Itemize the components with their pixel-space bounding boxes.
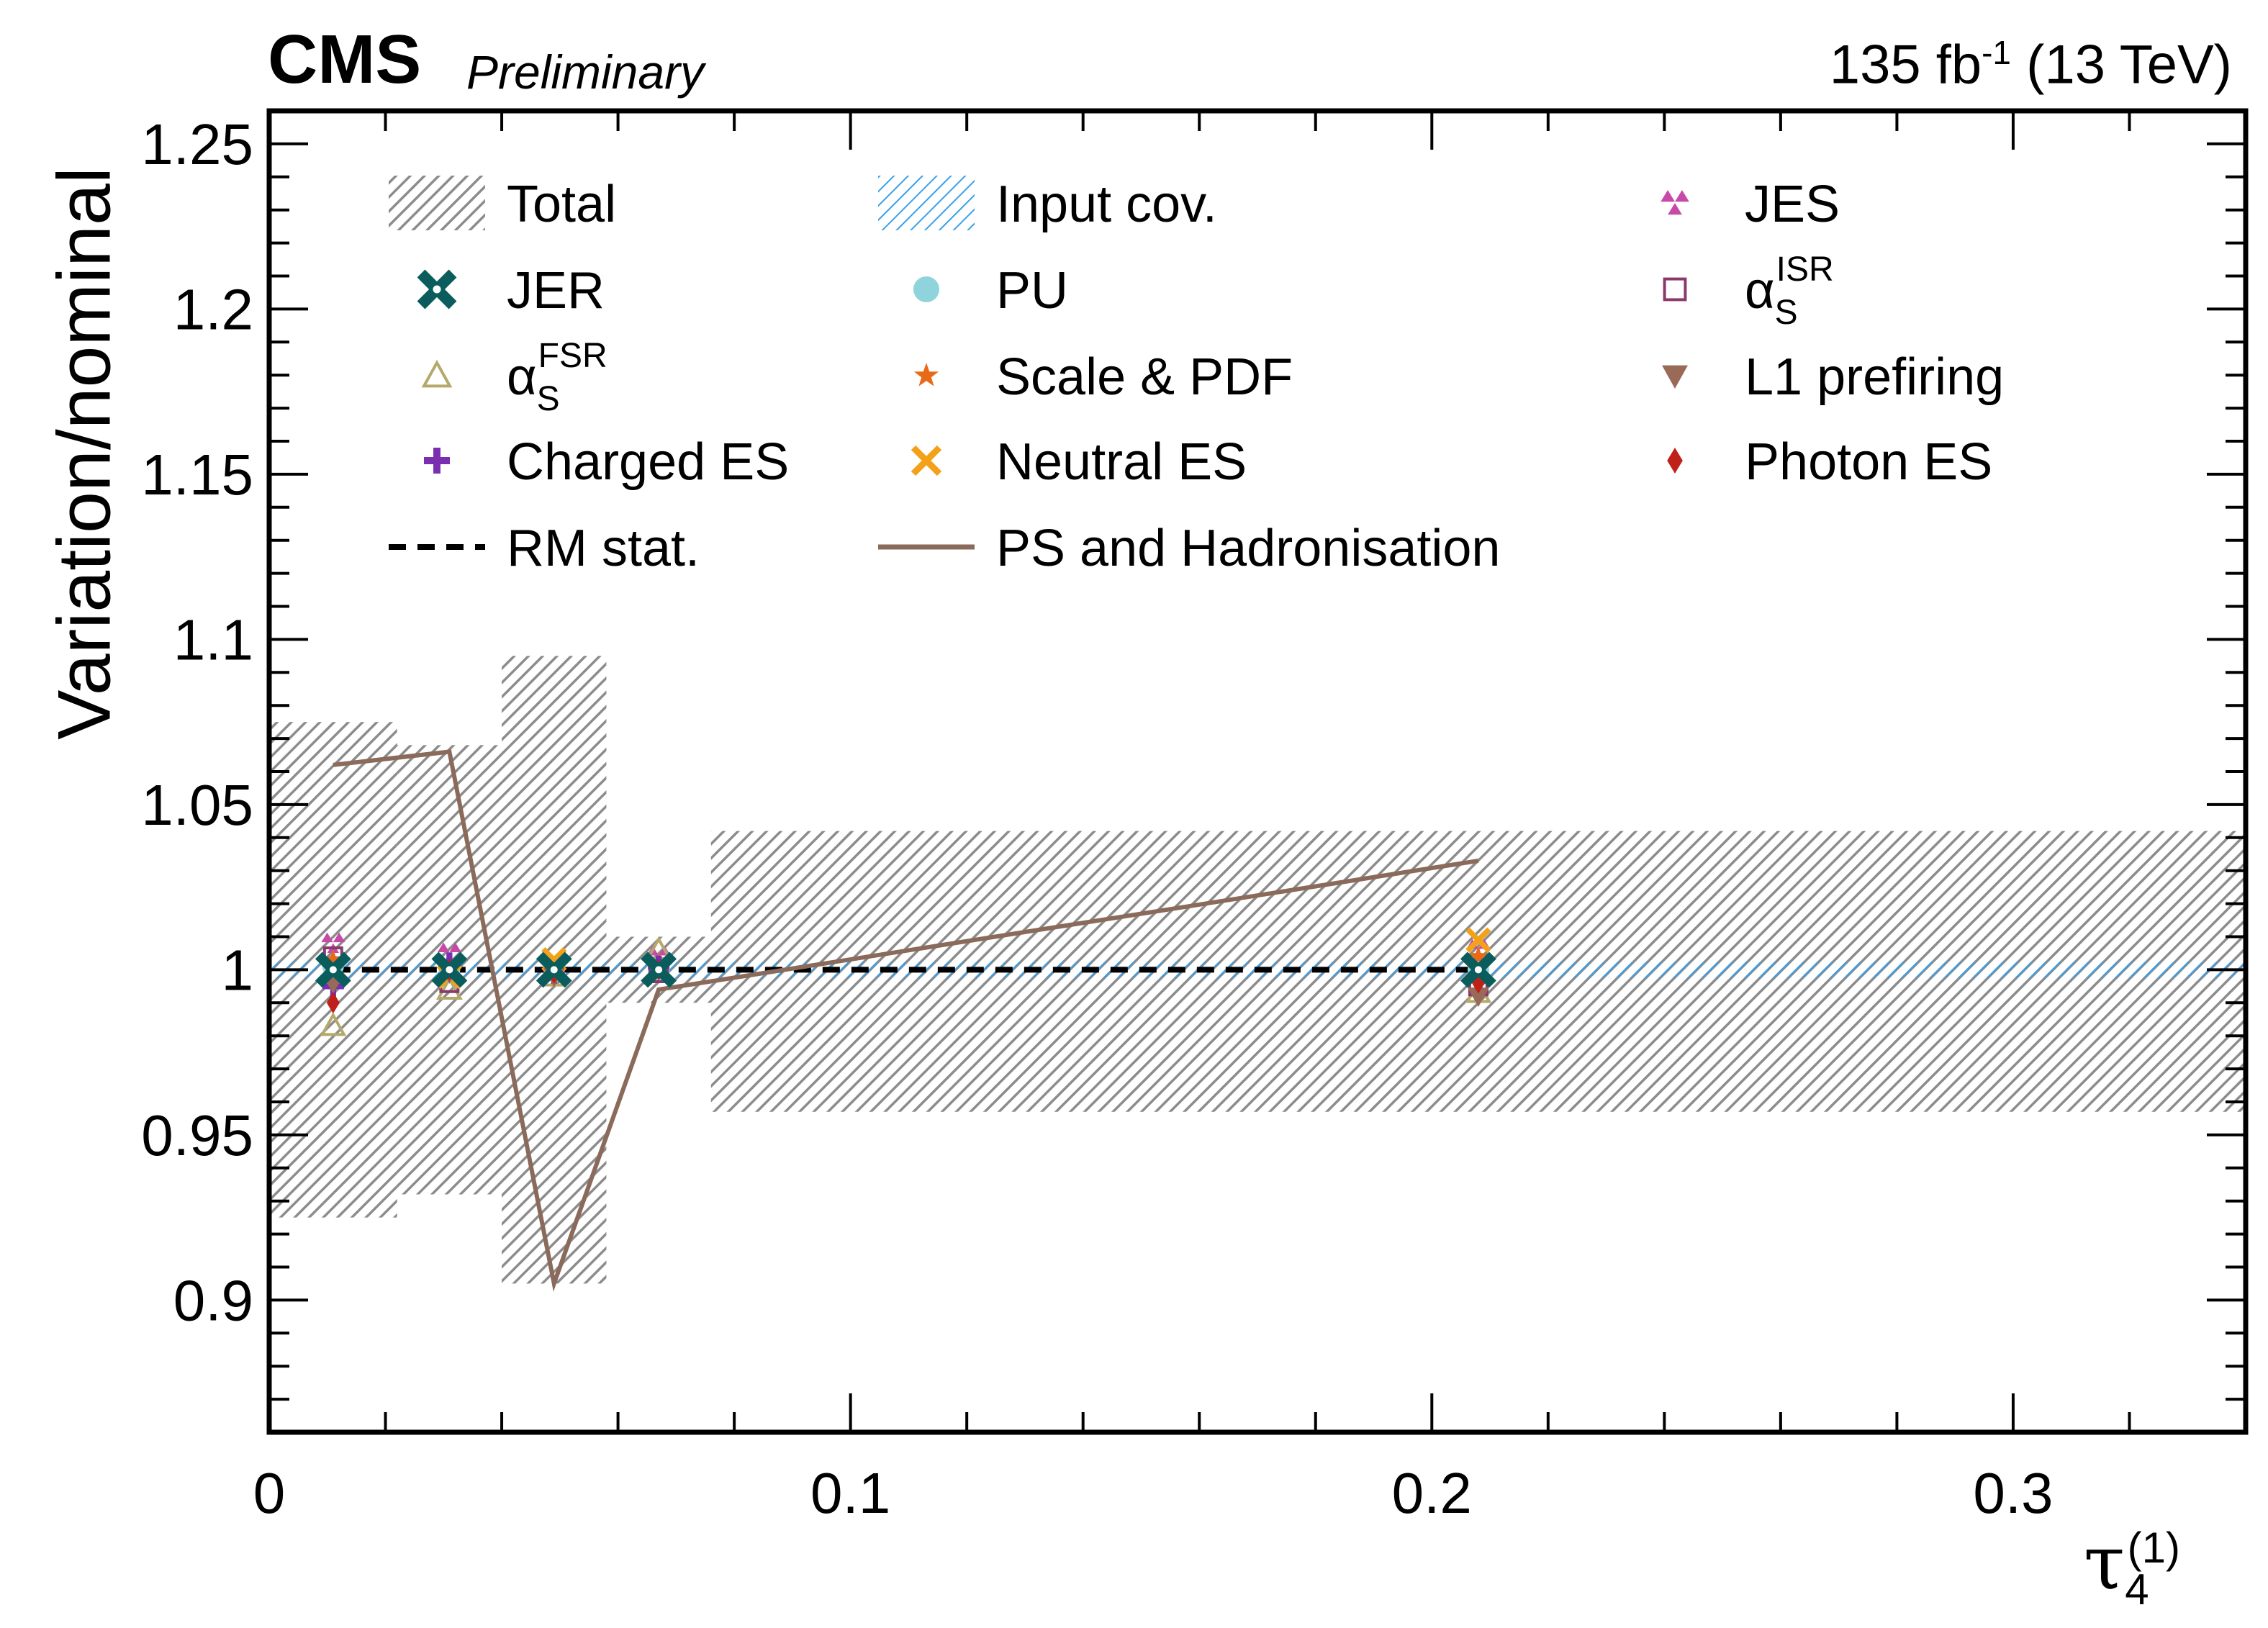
legend-label: L1 prefiring <box>1745 348 2004 406</box>
legend-entry-jer: JER <box>417 262 605 320</box>
photon_es-marker <box>326 992 340 1014</box>
legend-label: Input cov. <box>996 176 1217 233</box>
legend-label: Total <box>507 176 616 233</box>
scale_pdf-marker <box>322 949 344 969</box>
series-layer <box>333 749 1479 1292</box>
x-axis-label: τ4(1) <box>2084 1519 2202 1614</box>
jer-marker <box>1460 951 1496 988</box>
y-tick-label: 1.2 <box>173 277 253 341</box>
legend-entry-input_cov: Input cov. <box>878 176 1217 233</box>
y-tick-label: 1.05 <box>141 773 253 837</box>
status-label: Preliminary <box>466 45 705 99</box>
legend-marker <box>1661 190 1689 215</box>
x-tick-label: 0.3 <box>1973 1461 2053 1525</box>
legend-entry-photon_es: Photon ES <box>1667 433 1992 491</box>
lumi-value: 135 fb <box>1829 34 1982 96</box>
legend-marker <box>1667 448 1683 474</box>
neutral_es-marker <box>1465 927 1491 953</box>
legend-label-sup: ISR <box>1776 250 1834 289</box>
legend-label-sub: S <box>1775 294 1798 332</box>
legend-marker <box>421 359 453 388</box>
x-axis-superscript: (1) <box>2127 1524 2180 1573</box>
legend-entry-charged_es: Charged ES <box>424 433 789 491</box>
legend-label: RM stat. <box>507 520 700 577</box>
legend-entry-scale_pdf: Scale & PDF <box>913 348 1293 406</box>
legend-marker <box>913 276 939 302</box>
legend-label-sup: FSR <box>538 337 607 375</box>
legend-label: Neutral ES <box>996 433 1247 491</box>
x-axis-subscript: 4 <box>2125 1565 2149 1614</box>
legend-entry-total: Total <box>389 176 616 233</box>
lumi-exponent: -1 <box>1982 34 2012 71</box>
legend-entry-pu: PU <box>913 262 1068 320</box>
x-axis-symbol: τ <box>2083 1519 2125 1606</box>
x-tick-label: 0 <box>253 1461 286 1525</box>
legend-label: PU <box>996 262 1068 320</box>
legend-label: Scale & PDF <box>996 348 1293 406</box>
alpha_fsr-marker <box>320 1012 347 1036</box>
legend-entry-neutral_es: Neutral ES <box>911 433 1247 491</box>
jer-marker <box>315 951 351 988</box>
legend-label: αSISR <box>1745 250 1834 332</box>
axes: 0 0.1 0.2 0.3 0.9 0.95 1 1.05 1.1 1.15 1.2 1.25 <box>141 108 2249 1525</box>
legend-marker <box>1663 277 1687 302</box>
ps-hadronisation-line <box>333 749 1479 1292</box>
y-tick-label: 1 <box>222 938 254 1002</box>
legend-entry-rm_stat: RM stat. <box>389 520 700 577</box>
y-tick-label: 1.25 <box>141 112 253 176</box>
alpha_fsr-marker <box>435 975 463 1000</box>
legend-swatch <box>389 176 485 230</box>
legend-entry-l1_prefiring: L1 prefiring <box>1662 348 2004 406</box>
legend-marker <box>913 363 939 386</box>
y-tick-label: 0.9 <box>173 1268 253 1332</box>
legend-marker <box>911 445 942 476</box>
legend-entry-alpha_fsr: αSFSR <box>421 337 607 418</box>
jer-marker <box>641 951 677 988</box>
legend-label: JES <box>1745 176 1840 233</box>
legend-label: JER <box>507 262 605 320</box>
marker-layer <box>315 927 1496 1036</box>
legend-label: PS and Hadronisation <box>996 520 1500 577</box>
legend-label: αSFSR <box>507 337 607 418</box>
y-tick-label: 1.1 <box>173 607 253 671</box>
legend-entry-alpha_isr: αSISR <box>1663 250 1834 332</box>
legend-marker <box>417 269 457 309</box>
x-tick-label: 0.1 <box>810 1461 890 1525</box>
energy-label: (13 TeV) <box>2026 34 2232 96</box>
experiment-label: CMS <box>268 21 422 98</box>
l1_prefiring-marker <box>1467 987 1489 1008</box>
legend-marker <box>424 448 450 474</box>
x-tick-label: 0.2 <box>1392 1461 1472 1525</box>
jer-marker <box>536 951 572 988</box>
luminosity-label: 135 fb-1 (13 TeV) <box>1830 33 2232 96</box>
legend-marker <box>1662 365 1688 389</box>
legend-entry-jes: JES <box>1661 176 1840 233</box>
legend-swatch <box>878 176 975 230</box>
scale_pdf-marker <box>1468 946 1489 966</box>
y-tick-label: 0.95 <box>141 1103 253 1167</box>
jer-marker <box>431 951 468 988</box>
legend-label: Charged ES <box>507 433 789 491</box>
legend-label: Photon ES <box>1745 433 1992 491</box>
y-tick-label: 1.15 <box>141 443 253 507</box>
legend-entry-ps_hadronisation: PS and Hadronisation <box>878 520 1500 577</box>
legend-label-sub: S <box>537 380 560 418</box>
